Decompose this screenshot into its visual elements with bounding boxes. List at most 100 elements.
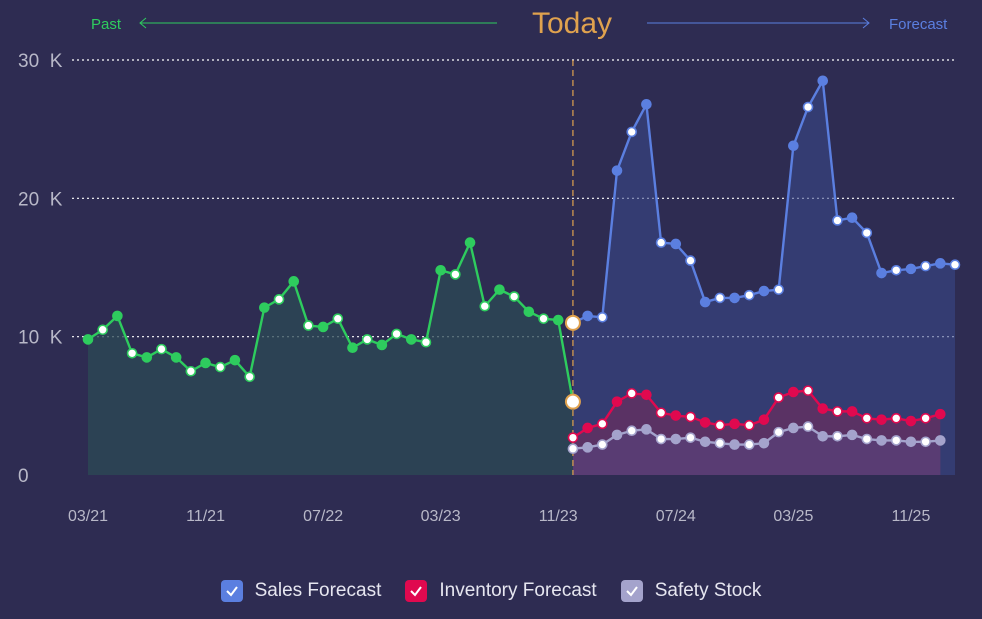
- data-point-sales: [876, 267, 887, 279]
- data-point-past: [288, 276, 300, 287]
- data-point-safety: [758, 437, 770, 449]
- data-point-inventory: [655, 407, 667, 419]
- series-areas: [88, 80, 955, 475]
- data-point-past: [244, 371, 255, 383]
- data-point-safety: [611, 429, 623, 441]
- data-point-safety: [876, 435, 887, 446]
- data-point-sales: [685, 255, 696, 266]
- x-tick-label: 07/22: [303, 508, 343, 525]
- data-point-safety: [641, 424, 652, 435]
- data-point-past: [185, 365, 197, 377]
- data-point-safety: [685, 432, 696, 443]
- data-point-past: [508, 291, 520, 302]
- data-point-safety: [773, 426, 784, 438]
- y-tick-label: 30 K: [18, 51, 63, 72]
- data-point-sales: [743, 289, 755, 301]
- forecast-arrow-head: [862, 17, 870, 29]
- x-tick-label: 03/23: [421, 508, 461, 525]
- data-point-inventory: [890, 412, 902, 424]
- data-point-past: [97, 324, 108, 336]
- data-point-safety: [655, 433, 667, 445]
- data-point-past: [494, 284, 505, 295]
- checkbox-checked-icon[interactable]: [220, 580, 243, 602]
- data-point-sales: [597, 311, 608, 323]
- legend-label: Inventory Forecast: [439, 580, 597, 601]
- data-point-sales: [802, 101, 814, 113]
- checkbox-checked-icon[interactable]: [620, 580, 643, 602]
- data-point-inventory: [743, 419, 755, 431]
- data-point-sales: [714, 292, 726, 304]
- data-point-inventory: [773, 392, 784, 403]
- data-point-safety: [597, 439, 608, 450]
- series-points: [82, 75, 961, 455]
- data-point-inventory: [802, 385, 814, 396]
- x-tick-label: 07/24: [656, 508, 696, 525]
- data-point-past: [259, 302, 270, 313]
- data-point-sales: [655, 237, 667, 248]
- y-tick-label: 0: [18, 466, 29, 487]
- data-point-inventory: [861, 412, 873, 424]
- data-point-past: [450, 269, 461, 280]
- data-point-past: [317, 321, 329, 333]
- forecast-label: Forecast: [889, 16, 948, 33]
- data-point-inventory: [832, 406, 843, 417]
- data-point-inventory: [817, 403, 829, 414]
- data-point-inventory: [758, 414, 770, 425]
- data-point-sales: [611, 165, 623, 176]
- data-point-sales: [846, 212, 858, 223]
- today-point-sales: [564, 314, 581, 331]
- data-point-sales: [641, 98, 652, 110]
- data-point-sales: [670, 238, 682, 250]
- data-point-inventory: [729, 418, 740, 430]
- data-point-sales: [817, 75, 829, 87]
- data-point-safety: [670, 433, 682, 445]
- checkbox-checked-icon[interactable]: [405, 580, 428, 602]
- data-point-safety: [714, 437, 726, 449]
- data-point-sales: [832, 215, 843, 226]
- data-point-past: [361, 334, 373, 345]
- data-point-safety: [832, 430, 843, 442]
- data-point-safety: [846, 429, 858, 441]
- data-point-sales: [626, 126, 638, 138]
- data-point-past: [82, 334, 94, 345]
- past-label: Past: [91, 16, 122, 33]
- data-point-safety: [626, 425, 638, 437]
- data-point-sales: [773, 284, 784, 295]
- legend-item-sales-forecast[interactable]: Sales Forecast: [220, 580, 381, 602]
- x-tick-label: 11/23: [539, 508, 578, 525]
- data-point-past: [200, 357, 211, 369]
- data-point-inventory: [935, 408, 946, 420]
- y-tick-label: 10 K: [18, 328, 63, 349]
- chart-header: Past Today Forecast: [91, 7, 948, 40]
- data-point-past: [112, 310, 123, 322]
- data-point-safety: [699, 436, 711, 448]
- x-tick-label: 11/21: [186, 508, 225, 525]
- past-arrow-head: [139, 17, 147, 29]
- data-point-inventory: [685, 411, 696, 423]
- data-point-safety: [567, 443, 579, 455]
- data-point-sales: [861, 227, 873, 239]
- data-point-sales: [788, 140, 799, 152]
- legend: Sales Forecast Inventory Forecast Safety…: [0, 580, 982, 602]
- data-point-sales: [699, 296, 711, 308]
- x-tick-label: 03/25: [773, 508, 813, 525]
- data-point-past: [479, 300, 491, 312]
- data-point-inventory: [626, 388, 638, 399]
- data-point-sales: [935, 258, 946, 269]
- data-point-inventory: [876, 414, 887, 425]
- data-point-inventory: [846, 406, 858, 417]
- data-point-safety: [802, 421, 814, 432]
- data-point-past: [141, 352, 153, 363]
- data-point-past: [347, 342, 358, 354]
- data-point-past: [523, 306, 535, 318]
- data-point-past: [464, 237, 476, 248]
- data-point-sales: [729, 292, 740, 304]
- data-point-inventory: [905, 415, 917, 427]
- legend-item-safety-stock[interactable]: Safety Stock: [620, 580, 761, 602]
- data-point-past: [405, 334, 417, 345]
- data-point-past: [170, 352, 182, 363]
- area-past: [88, 242, 573, 475]
- legend-item-inventory-forecast[interactable]: Inventory Forecast: [405, 580, 597, 602]
- data-point-past: [376, 339, 388, 351]
